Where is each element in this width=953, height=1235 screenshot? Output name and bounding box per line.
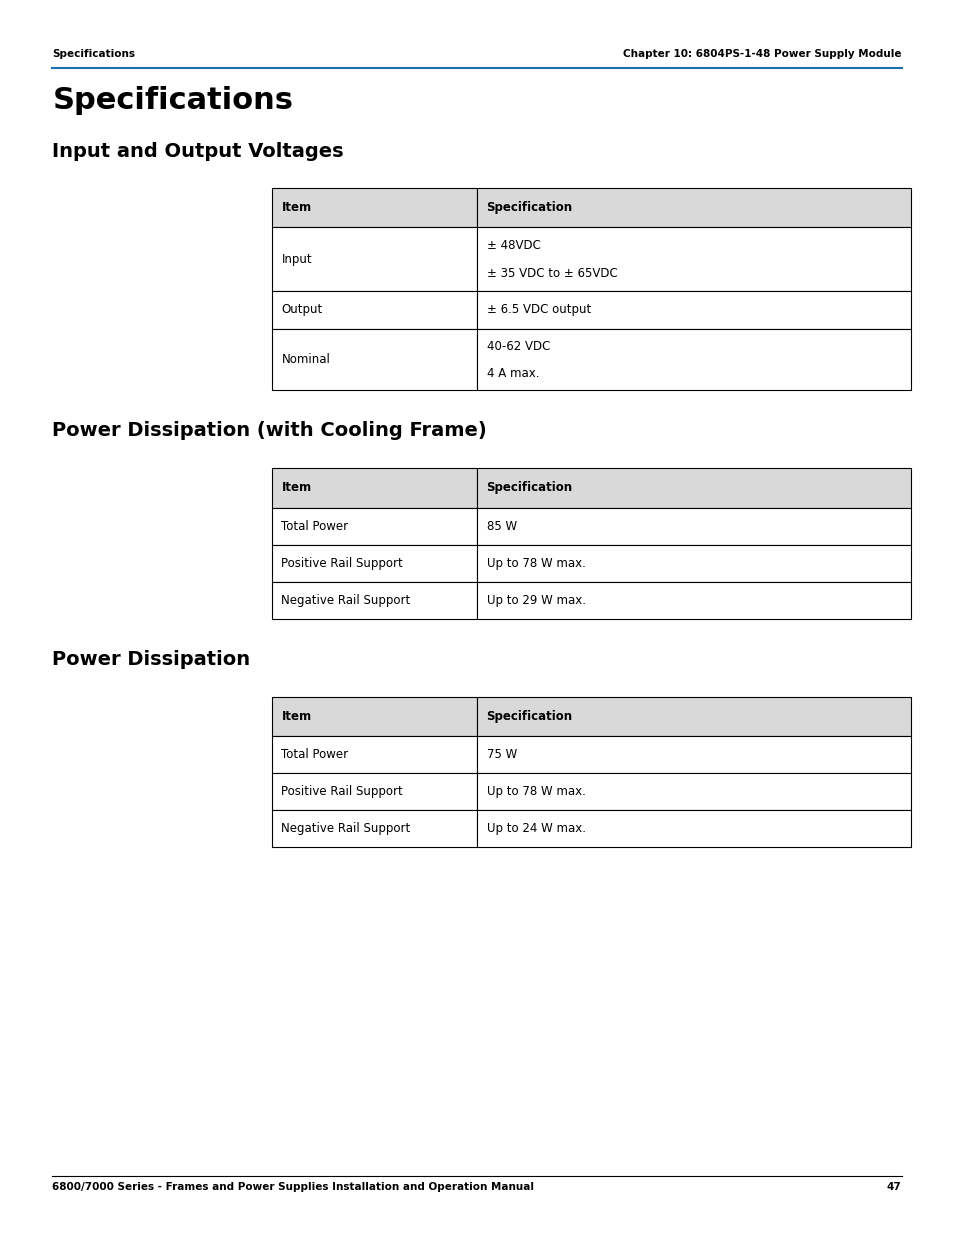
Text: Positive Rail Support: Positive Rail Support <box>281 557 403 569</box>
Text: 75 W: 75 W <box>486 748 517 761</box>
Bar <box>272 329 476 390</box>
Text: Total Power: Total Power <box>281 748 348 761</box>
Text: Item: Item <box>281 201 312 214</box>
Text: Up to 24 W max.: Up to 24 W max. <box>486 823 585 835</box>
Text: Negative Rail Support: Negative Rail Support <box>281 823 410 835</box>
Bar <box>272 810 476 847</box>
Bar <box>272 697 476 736</box>
Text: Specification: Specification <box>486 482 572 494</box>
Text: Total Power: Total Power <box>281 520 348 532</box>
Text: Up to 29 W max.: Up to 29 W max. <box>486 594 585 606</box>
Bar <box>476 582 910 619</box>
Text: Specifications: Specifications <box>52 49 135 59</box>
Bar <box>476 291 910 329</box>
Bar <box>476 810 910 847</box>
Bar <box>272 545 476 582</box>
Bar <box>272 227 476 291</box>
Text: Chapter 10: 6804PS-1-48 Power Supply Module: Chapter 10: 6804PS-1-48 Power Supply Mod… <box>622 49 901 59</box>
Text: 6800/7000 Series - Frames and Power Supplies Installation and Operation Manual: 6800/7000 Series - Frames and Power Supp… <box>52 1182 534 1192</box>
Text: Power Dissipation (with Cooling Frame): Power Dissipation (with Cooling Frame) <box>52 421 487 440</box>
Text: Output: Output <box>281 304 322 316</box>
Text: Power Dissipation: Power Dissipation <box>52 650 251 668</box>
Bar <box>476 329 910 390</box>
Bar <box>476 773 910 810</box>
Bar <box>272 773 476 810</box>
Text: 40-62 VDC: 40-62 VDC <box>486 340 549 353</box>
Bar <box>272 736 476 773</box>
Bar <box>476 188 910 227</box>
Text: Item: Item <box>281 710 312 722</box>
Bar <box>272 468 476 508</box>
Text: Specifications: Specifications <box>52 86 294 115</box>
Text: Specification: Specification <box>486 201 572 214</box>
Text: Positive Rail Support: Positive Rail Support <box>281 785 403 798</box>
Text: ± 6.5 VDC output: ± 6.5 VDC output <box>486 304 590 316</box>
Bar <box>476 545 910 582</box>
Bar <box>272 291 476 329</box>
Bar <box>476 697 910 736</box>
Bar <box>272 582 476 619</box>
Bar <box>476 468 910 508</box>
Text: Nominal: Nominal <box>281 353 330 366</box>
Bar <box>476 508 910 545</box>
Text: 47: 47 <box>886 1182 901 1192</box>
Text: ± 35 VDC to ± 65VDC: ± 35 VDC to ± 65VDC <box>486 267 617 280</box>
Bar <box>476 736 910 773</box>
Bar <box>272 508 476 545</box>
Text: Up to 78 W max.: Up to 78 W max. <box>486 785 585 798</box>
Text: Specification: Specification <box>486 710 572 722</box>
Text: Negative Rail Support: Negative Rail Support <box>281 594 410 606</box>
Text: 85 W: 85 W <box>486 520 517 532</box>
Text: Up to 78 W max.: Up to 78 W max. <box>486 557 585 569</box>
Text: Item: Item <box>281 482 312 494</box>
Bar <box>272 188 476 227</box>
Text: Input and Output Voltages: Input and Output Voltages <box>52 142 344 161</box>
Text: ± 48VDC: ± 48VDC <box>486 238 539 252</box>
Text: Input: Input <box>281 253 312 266</box>
Text: 4 A max.: 4 A max. <box>486 367 538 380</box>
Bar <box>476 227 910 291</box>
